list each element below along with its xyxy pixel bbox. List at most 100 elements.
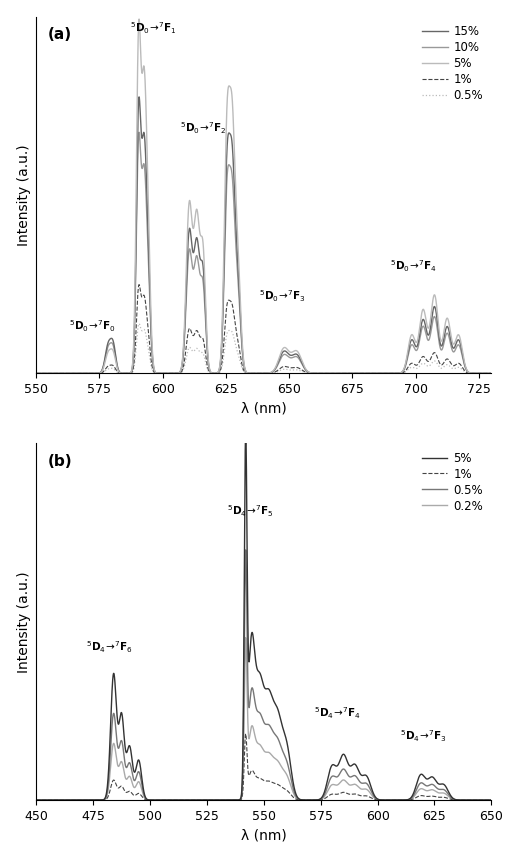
15% xyxy=(395,369,401,379)
0.2% xyxy=(395,795,401,805)
10% xyxy=(33,369,40,379)
Text: (a): (a) xyxy=(48,27,72,42)
1% xyxy=(395,369,401,379)
10% xyxy=(56,369,62,379)
Y-axis label: Intensity (a.u.): Intensity (a.u.) xyxy=(17,144,31,246)
1% xyxy=(395,795,401,805)
X-axis label: λ (nm): λ (nm) xyxy=(241,828,287,843)
0.5% xyxy=(56,369,62,379)
Line: 15%: 15% xyxy=(36,97,491,374)
10% xyxy=(395,369,401,379)
Line: 1%: 1% xyxy=(36,284,491,374)
0.2% xyxy=(322,789,329,800)
10% xyxy=(303,365,309,375)
0.2% xyxy=(371,792,377,802)
5% xyxy=(198,231,204,241)
1% xyxy=(303,367,309,377)
Text: $^5$D$_0\!\rightarrow\!^7$F$_2$: $^5$D$_0\!\rightarrow\!^7$F$_2$ xyxy=(180,120,226,136)
15% xyxy=(371,369,377,379)
5% xyxy=(56,795,62,805)
5% xyxy=(395,369,401,379)
5% xyxy=(322,369,329,379)
1% xyxy=(56,795,62,805)
Line: 0.5%: 0.5% xyxy=(36,324,491,374)
1% xyxy=(56,369,62,379)
0.2% xyxy=(242,632,249,643)
5% xyxy=(303,795,309,805)
0.5% xyxy=(322,369,329,379)
0.2% xyxy=(198,795,204,805)
1% xyxy=(198,795,204,805)
15% xyxy=(198,255,204,265)
1% xyxy=(322,369,329,379)
5% xyxy=(371,369,377,379)
Text: $^5$D$_4\!\rightarrow\!^7$F$_5$: $^5$D$_4\!\rightarrow\!^7$F$_5$ xyxy=(227,503,274,520)
0.5% xyxy=(488,369,495,379)
Text: $^5$D$_0\!\rightarrow\!^7$F$_0$: $^5$D$_0\!\rightarrow\!^7$F$_0$ xyxy=(69,318,115,333)
0.5% xyxy=(322,787,329,797)
5% xyxy=(322,783,329,794)
0.2% xyxy=(56,795,62,805)
Line: 0.2%: 0.2% xyxy=(36,637,491,800)
5% xyxy=(33,795,40,805)
0.2% xyxy=(33,795,40,805)
5% xyxy=(198,795,204,805)
10% xyxy=(198,271,204,281)
Text: (b): (b) xyxy=(48,454,72,469)
10% xyxy=(488,369,495,379)
5% xyxy=(136,14,142,24)
0.5% xyxy=(303,795,309,805)
1% xyxy=(198,332,204,343)
1% xyxy=(371,794,377,804)
X-axis label: λ (nm): λ (nm) xyxy=(241,402,287,416)
0.5% xyxy=(303,368,309,378)
Line: 1%: 1% xyxy=(36,734,491,800)
10% xyxy=(136,127,142,137)
5% xyxy=(488,795,495,805)
Text: $^5$D$_0\!\rightarrow\!^7$F$_4$: $^5$D$_0\!\rightarrow\!^7$F$_4$ xyxy=(390,259,437,274)
5% xyxy=(303,363,309,374)
Text: $^5$D$_4\!\rightarrow\!^7$F$_3$: $^5$D$_4\!\rightarrow\!^7$F$_3$ xyxy=(400,728,447,744)
0.5% xyxy=(198,347,204,357)
Text: $^5$D$_0\!\rightarrow\!^7$F$_3$: $^5$D$_0\!\rightarrow\!^7$F$_3$ xyxy=(259,289,305,304)
0.5% xyxy=(56,795,62,805)
15% xyxy=(303,364,309,375)
5% xyxy=(242,426,249,436)
0.5% xyxy=(371,791,377,801)
0.2% xyxy=(488,795,495,805)
5% xyxy=(56,369,62,379)
1% xyxy=(371,369,377,379)
5% xyxy=(33,369,40,379)
0.5% xyxy=(395,369,401,379)
0.5% xyxy=(136,319,142,329)
Y-axis label: Intensity (a.u.): Intensity (a.u.) xyxy=(17,571,31,673)
0.5% xyxy=(33,369,40,379)
Line: 10%: 10% xyxy=(36,132,491,374)
15% xyxy=(136,92,142,102)
0.2% xyxy=(303,795,309,805)
0.5% xyxy=(198,795,204,805)
1% xyxy=(303,795,309,805)
Text: $^5$D$_0\!\rightarrow\!^7$F$_1$: $^5$D$_0\!\rightarrow\!^7$F$_1$ xyxy=(130,21,176,36)
0.5% xyxy=(371,369,377,379)
15% xyxy=(56,369,62,379)
1% xyxy=(136,279,142,289)
0.5% xyxy=(242,545,249,555)
Legend: 15%, 10%, 5%, 1%, 0.5%: 15%, 10%, 5%, 1%, 0.5% xyxy=(419,22,486,104)
0.5% xyxy=(395,795,401,805)
Line: 0.5%: 0.5% xyxy=(36,550,491,800)
0.5% xyxy=(33,795,40,805)
0.5% xyxy=(488,795,495,805)
1% xyxy=(33,369,40,379)
5% xyxy=(395,795,401,805)
1% xyxy=(488,795,495,805)
15% xyxy=(488,369,495,379)
10% xyxy=(371,369,377,379)
10% xyxy=(322,369,329,379)
Text: $^5$D$_4\!\rightarrow\!^7$F$_6$: $^5$D$_4\!\rightarrow\!^7$F$_6$ xyxy=(86,639,133,655)
Text: $^5$D$_4\!\rightarrow\!^7$F$_4$: $^5$D$_4\!\rightarrow\!^7$F$_4$ xyxy=(314,705,360,721)
1% xyxy=(33,795,40,805)
15% xyxy=(322,369,329,379)
5% xyxy=(488,369,495,379)
1% xyxy=(322,793,329,803)
